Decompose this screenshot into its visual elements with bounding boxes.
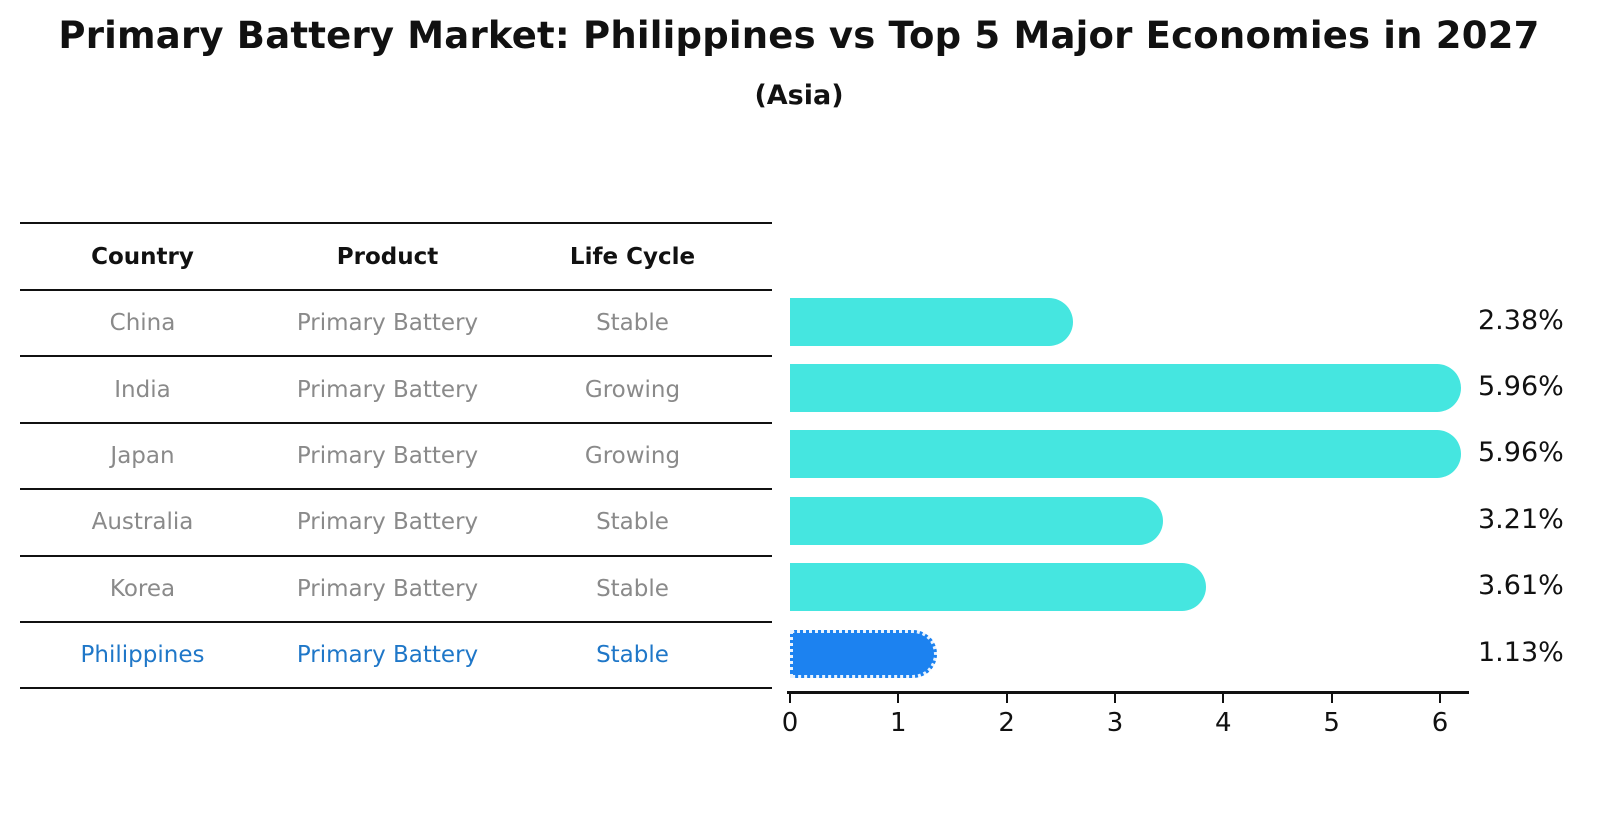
bar-value-label-philippines: 1.13% [1478,636,1564,668]
x-axis-line [787,691,1469,694]
x-axis-tick [1222,694,1225,703]
x-axis-tick-label: 0 [781,708,799,738]
table-header-life-cycle: Life Cycle [569,243,696,270]
table-header-row: Country Product Life Cycle [20,224,772,291]
bar-value-label-china: 2.38% [1478,304,1564,336]
chart-subtitle: (Asia) [754,80,844,111]
bar-india [790,364,1461,412]
table-cell-product: Primary Battery [296,575,479,602]
table-cell-life-cycle: Growing [584,442,681,469]
table-cell-product: Primary Battery [296,642,479,669]
table-cell-product: Primary Battery [296,310,479,337]
table-body: China Primary Battery Stable India Primary B… [20,291,772,690]
table-row-india: India Primary Battery Growing [20,357,772,424]
table-cell-life-cycle: Stable [596,310,669,337]
bar-value-label-australia: 3.21% [1478,503,1564,535]
bar-korea [790,563,1207,612]
bar-japan [790,430,1461,479]
x-axis-tick-label: 1 [890,708,907,738]
table-cell-product: Primary Battery [296,376,479,403]
table-header-product: Product [336,243,439,270]
table-cell-country: Korea [109,575,176,602]
table-cell-country: China [109,310,176,337]
x-axis-tick [789,694,791,703]
bar-australia [790,496,1163,545]
table-cell-product: Primary Battery [296,442,479,469]
x-axis-tick [1330,694,1333,703]
table-cell-life-cycle: Stable [596,509,669,536]
table-row-china: China Primary Battery Stable [20,291,772,358]
bar-chart-plot-area: 0 1 2 3 4 5 6 [782,222,1469,738]
x-axis-tick [1438,694,1441,703]
x-axis-tick-label: 6 [1431,708,1449,738]
x-axis-tick-label: 4 [1215,708,1232,738]
table-header-country: Country [91,243,194,270]
x-axis-tick [1113,694,1116,703]
bar-value-label-india: 5.96% [1478,371,1564,402]
table-row-philippines: Philippines Primary Battery Stable [20,623,772,690]
table-cell-life-cycle: Growing [584,376,681,403]
bar-value-label-korea: 3.61% [1478,570,1564,602]
table-cell-country: Australia [91,509,194,536]
comparison-table: Country Product Life Cycle China Primary … [20,222,772,690]
table-row-korea: Korea Primary Battery Stable [20,557,772,623]
table-cell-country: Japan [110,442,175,469]
bar-philippines [790,629,938,678]
table-cell-life-cycle: Stable [596,575,669,602]
table-cell-country: Philippines [80,642,205,669]
chart-title: Primary Battery Market: Philippines vs T… [58,14,1540,57]
table-cell-product: Primary Battery [296,509,479,536]
x-axis-tick-label: 3 [1106,708,1124,738]
x-axis-tick-label: 2 [998,708,1015,738]
x-axis-tick [1005,694,1008,703]
x-axis-tick-label: 5 [1323,708,1340,738]
bar-value-label-japan: 5.96% [1478,437,1564,469]
table-row-australia: Australia Primary Battery Stable [20,490,772,557]
bar-china [790,297,1073,346]
x-axis-tick [897,694,900,703]
table-cell-country: India [114,376,171,403]
table-cell-life-cycle: Stable [596,642,669,669]
table-row-japan: Japan Primary Battery Growing [20,424,772,491]
